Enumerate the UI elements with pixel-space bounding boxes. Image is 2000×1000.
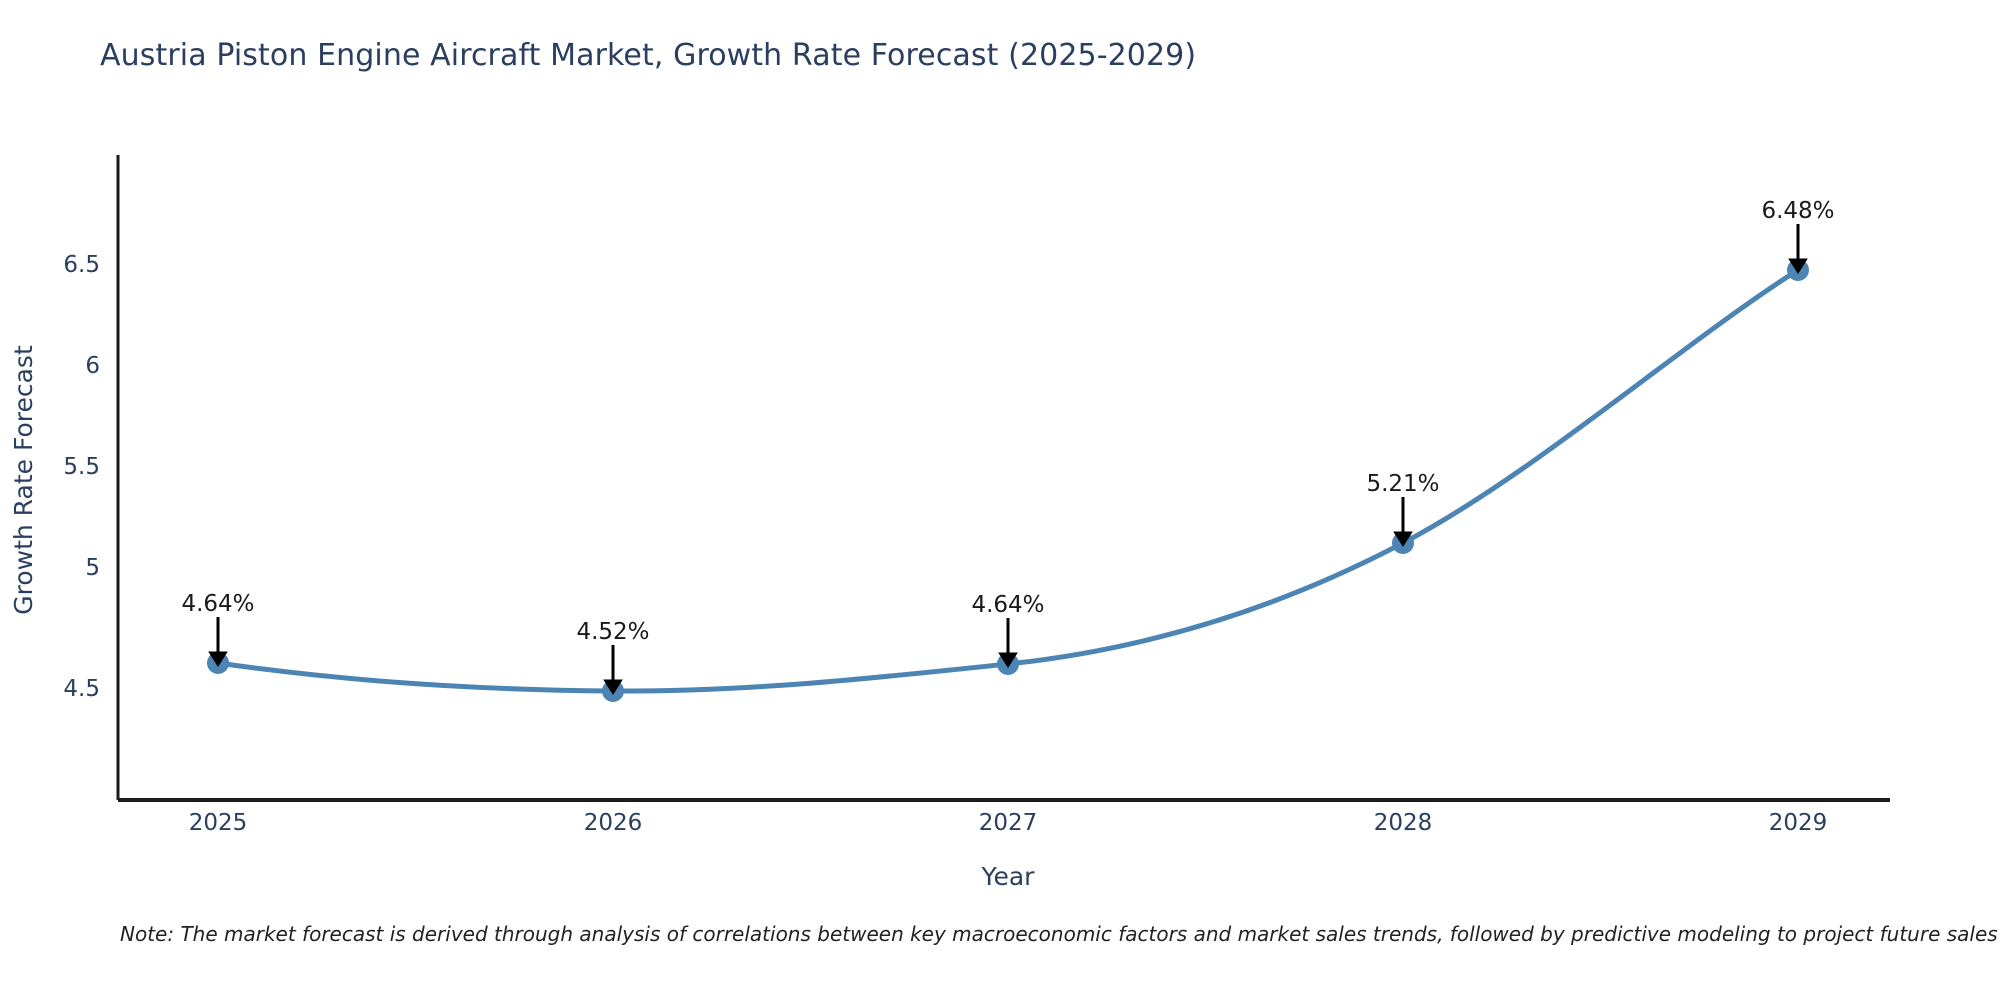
x-tick-label-2028: 2028 — [1374, 810, 1433, 836]
data-point-label-2025: 4.64% — [181, 591, 254, 617]
y-axis-title: Growth Rate Forecast — [9, 345, 38, 615]
chart-title: Austria Piston Engine Aircraft Market, G… — [100, 38, 1197, 73]
y-tick-label-3: 5 — [85, 555, 100, 581]
footnote: Note: The market forecast is derived thr… — [120, 922, 1998, 946]
data-point-marker[interactable] — [1392, 532, 1414, 554]
data-point-label-2028: 5.21% — [1366, 471, 1439, 497]
data-point-marker[interactable] — [997, 653, 1019, 675]
x-tick-label-2029: 2029 — [1769, 810, 1828, 836]
data-point-marker[interactable] — [1787, 259, 1809, 281]
y-tick-label-2: 5.5 — [63, 454, 100, 480]
data-point-marker[interactable] — [602, 680, 624, 702]
data-point-label-2027: 4.64% — [971, 592, 1044, 618]
x-tick-label-2026: 2026 — [584, 810, 643, 836]
data-point-marker[interactable] — [207, 652, 229, 674]
x-axis-title: Year — [981, 862, 1036, 891]
data-point-label-2026: 4.52% — [576, 619, 649, 645]
y-tick-label-1: 6 — [85, 353, 100, 379]
x-tick-label-2027: 2027 — [979, 810, 1038, 836]
x-tick-label-2025: 2025 — [189, 810, 248, 836]
y-tick-label-0: 6.5 — [63, 252, 100, 278]
y-tick-label-4: 4.5 — [63, 676, 100, 702]
data-point-label-2029: 6.48% — [1761, 198, 1834, 224]
